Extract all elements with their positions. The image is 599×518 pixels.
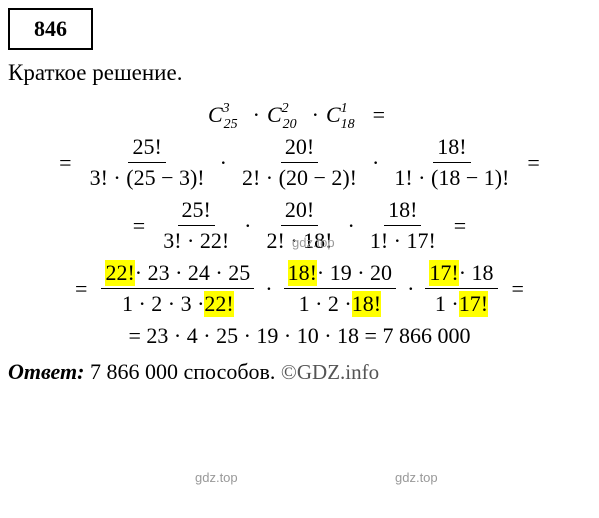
highlight: 22! xyxy=(105,260,134,286)
problem-number: 846 xyxy=(34,16,67,41)
comb-base: C xyxy=(267,102,282,127)
equation-line-2: = 25! 3! · (25 − 3)! · 20! 2! · (20 − 2)… xyxy=(8,134,591,191)
highlight: 17! xyxy=(459,291,488,317)
comb-sub: 25 xyxy=(224,117,238,132)
comb-sup: 2 xyxy=(282,101,289,116)
equation-line-4: = 22! · 23 · 24 · 25 1 · 2 · 3 · 22! · 1… xyxy=(8,260,591,317)
highlight: 18! xyxy=(288,260,317,286)
num-rest: · 19 · 20 xyxy=(317,260,392,286)
watermark-text: gdz.top xyxy=(195,470,238,485)
fraction-3: 18! 1! · 17! xyxy=(366,197,440,254)
highlight: 22! xyxy=(204,291,233,317)
comb-sub: 20 xyxy=(283,117,297,132)
equation-line-5: = 23 · 4 · 25 · 19 · 10 · 18 = 7 866 000 xyxy=(8,323,591,349)
dot-operator: · xyxy=(244,213,251,239)
numerator: 18! xyxy=(433,134,470,163)
combination-1: C325 xyxy=(208,102,244,128)
equals-sign: = xyxy=(527,150,539,176)
comb-sup: 1 xyxy=(341,101,347,116)
equation-line-1: C325 · C220 · C118 = xyxy=(8,102,591,128)
highlight: 18! xyxy=(352,291,381,317)
equals-sign: = xyxy=(133,213,145,239)
num-rest: · 18 xyxy=(459,260,494,286)
solution-title: Краткое решение. xyxy=(8,60,591,86)
answer-value: 7 866 000 способов. xyxy=(84,359,280,384)
numerator: 25! xyxy=(128,134,165,163)
math-content: C325 · C220 · C118 = = 25! 3! · (25 − 3)… xyxy=(8,102,591,349)
equals-sign: = xyxy=(59,150,71,176)
denominator: 1 · 17! xyxy=(431,289,492,317)
fraction-2: 18! · 19 · 20 1 · 2 · 18! xyxy=(284,260,396,317)
dot-operator: · xyxy=(312,102,319,128)
highlight: 17! xyxy=(429,260,458,286)
equals-sign: = xyxy=(512,276,524,302)
copyright-text: ©GDZ.info xyxy=(281,360,379,384)
numerator: 20! xyxy=(281,197,318,226)
den-lead: 1 · xyxy=(435,291,459,317)
denominator: 2! · (20 − 2)! xyxy=(238,163,361,191)
num-rest: · 23 · 24 · 25 xyxy=(135,260,250,286)
numerator: 18! · 19 · 20 xyxy=(284,260,396,289)
fraction-1: 25! 3! · 22! xyxy=(159,197,233,254)
den-lead: 1 · 2 · xyxy=(299,291,352,317)
watermark-text: gdz.top xyxy=(292,235,335,250)
dot-operator: · xyxy=(372,150,379,176)
fraction-1: 25! 3! · (25 − 3)! xyxy=(86,134,209,191)
denominator: 3! · 22! xyxy=(159,226,233,254)
dot-operator: · xyxy=(265,276,272,302)
numerator: 25! xyxy=(178,197,215,226)
dot-operator: · xyxy=(347,213,354,239)
dot-operator: · xyxy=(407,276,414,302)
numerator: 22! · 23 · 24 · 25 xyxy=(101,260,254,289)
equals-sign: = xyxy=(75,276,87,302)
denominator: 1! · (18 − 1)! xyxy=(390,163,513,191)
denominator: 1 · 2 · 3 · 22! xyxy=(118,289,238,317)
dot-operator: · xyxy=(253,102,260,128)
comb-sub: 18 xyxy=(341,117,355,132)
numerator: 17! · 18 xyxy=(425,260,497,289)
denominator: 1! · 17! xyxy=(366,226,440,254)
equals-sign: = xyxy=(454,213,466,239)
fraction-3: 18! 1! · (18 − 1)! xyxy=(390,134,513,191)
answer-line: Ответ: 7 866 000 способов. ©GDZ.info xyxy=(8,359,591,385)
comb-sup: 3 xyxy=(223,101,230,116)
fraction-3: 17! · 18 1 · 17! xyxy=(425,260,497,317)
fraction-2: 20! 2! · (20 − 2)! xyxy=(238,134,361,191)
watermark-text: gdz.top xyxy=(395,470,438,485)
denominator: 1 · 2 · 18! xyxy=(295,289,385,317)
final-computation: = 23 · 4 · 25 · 19 · 10 · 18 = 7 866 000 xyxy=(129,323,471,349)
equals-sign: = xyxy=(373,102,385,128)
numerator: 18! xyxy=(384,197,421,226)
comb-base: C xyxy=(326,102,341,127)
fraction-1: 22! · 23 · 24 · 25 1 · 2 · 3 · 22! xyxy=(101,260,254,317)
answer-label: Ответ: xyxy=(8,359,84,384)
den-lead: 1 · 2 · 3 · xyxy=(122,291,204,317)
denominator: 3! · (25 − 3)! xyxy=(86,163,209,191)
numerator: 20! xyxy=(281,134,318,163)
problem-number-box: 846 xyxy=(8,8,93,50)
dot-operator: · xyxy=(220,150,227,176)
combination-2: C220 xyxy=(267,102,303,128)
combination-3: C118 xyxy=(326,102,361,128)
comb-base: C xyxy=(208,102,223,127)
